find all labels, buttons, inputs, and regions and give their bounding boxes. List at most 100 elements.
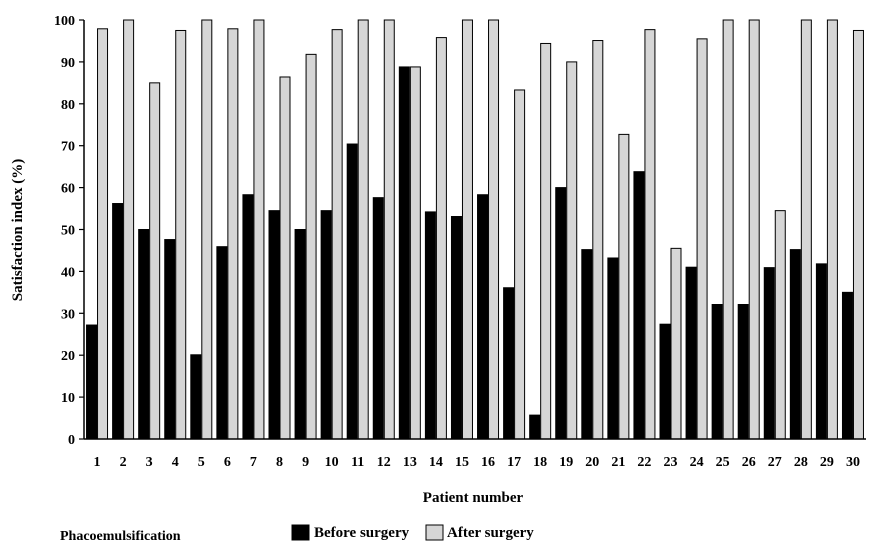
bar-after-surgery bbox=[123, 19, 135, 440]
bar-before-surgery bbox=[424, 211, 436, 440]
x-tick-label: 30 bbox=[846, 455, 860, 470]
bar-after-surgery bbox=[409, 66, 421, 440]
bar-after-surgery bbox=[774, 210, 786, 440]
bar-before-surgery bbox=[737, 304, 749, 440]
bar-before-surgery bbox=[555, 187, 567, 440]
bar-after-surgery bbox=[852, 29, 864, 440]
y-axis-title: Satisfaction index (%) bbox=[10, 159, 26, 302]
bar-before-surgery bbox=[346, 143, 358, 440]
y-tick-label: 90 bbox=[61, 56, 75, 71]
bar-before-surgery bbox=[112, 203, 124, 440]
y-tick-label: 60 bbox=[61, 182, 75, 197]
bar-before-surgery bbox=[138, 229, 150, 440]
bar-after-surgery bbox=[826, 19, 838, 440]
bar-before-surgery bbox=[372, 197, 384, 440]
bar-before-surgery bbox=[86, 324, 98, 440]
bar-after-surgery bbox=[566, 61, 578, 440]
x-tick-label: 18 bbox=[533, 455, 547, 470]
bar-before-surgery bbox=[242, 194, 254, 440]
x-ticks: 1 2 3 4 5 6 7 8 9 10 11 12 13 14 15 16 17 18 19 20 21 22 23 24 2… bbox=[94, 455, 860, 470]
x-tick-label: 17 bbox=[507, 455, 521, 470]
legend-label-after: After surgery bbox=[447, 525, 534, 541]
bar-after-surgery bbox=[149, 82, 161, 440]
x-axis-title: Patient number bbox=[423, 490, 524, 506]
bar-before-surgery bbox=[477, 194, 489, 440]
bar-after-surgery bbox=[357, 19, 369, 440]
bar-after-surgery bbox=[279, 76, 291, 440]
legend-swatch-after bbox=[425, 524, 444, 541]
x-tick-label: 24 bbox=[690, 455, 704, 470]
y-tick-label: 100 bbox=[54, 14, 75, 29]
x-tick-label: 21 bbox=[611, 455, 625, 470]
y-tick-label: 70 bbox=[61, 140, 75, 155]
x-tick-label: 12 bbox=[377, 455, 391, 470]
bar-after-surgery bbox=[227, 28, 239, 440]
x-axis: 1 2 3 4 5 6 7 8 9 10 11 12 13 14 15 16 17 18 19 20 21 22 23 24 2… bbox=[84, 438, 866, 470]
bar-before-surgery bbox=[581, 249, 593, 440]
bar-after-surgery bbox=[253, 19, 265, 440]
x-tick-label: 20 bbox=[585, 455, 599, 470]
x-tick-label: 25 bbox=[716, 455, 730, 470]
x-tick-label: 27 bbox=[768, 455, 782, 470]
x-tick-label: 10 bbox=[325, 455, 339, 470]
bar-before-surgery bbox=[789, 249, 801, 440]
bar-before-surgery bbox=[633, 171, 645, 440]
bar-before-surgery bbox=[763, 267, 775, 440]
x-tick-label: 28 bbox=[794, 455, 808, 470]
bar-before-surgery bbox=[607, 257, 619, 440]
chart-caption: Phacoemulsification bbox=[60, 529, 181, 543]
bar-after-surgery bbox=[514, 89, 526, 440]
x-tick-label: 16 bbox=[481, 455, 495, 470]
bar-before-surgery bbox=[659, 323, 671, 440]
bar-before-surgery bbox=[398, 66, 410, 440]
y-tick-label: 20 bbox=[61, 349, 75, 364]
y-tick-label: 10 bbox=[61, 391, 75, 406]
x-tick-label: 29 bbox=[820, 455, 834, 470]
bar-before-surgery bbox=[216, 246, 228, 440]
legend-swatch-before bbox=[291, 524, 310, 541]
bar-after-surgery bbox=[201, 19, 213, 440]
y-tick-label: 40 bbox=[61, 265, 75, 280]
bar-after-surgery bbox=[331, 29, 343, 440]
bar-before-surgery bbox=[164, 239, 176, 440]
x-tick-label: 8 bbox=[276, 455, 283, 470]
bar-after-surgery bbox=[618, 133, 630, 440]
bar-after-surgery bbox=[461, 19, 473, 440]
x-tick-label: 7 bbox=[250, 455, 257, 470]
bar-after-surgery bbox=[435, 37, 447, 440]
bar-after-surgery bbox=[644, 29, 656, 440]
x-tick-label: 14 bbox=[429, 455, 443, 470]
bar-after-surgery bbox=[696, 38, 708, 440]
bar-before-surgery bbox=[294, 229, 306, 440]
y-tick-label: 0 bbox=[68, 433, 75, 448]
y-axis: 0 10 20 30 40 50 60 70 80 90 100 bbox=[54, 14, 85, 448]
bar-before-surgery bbox=[190, 354, 202, 440]
x-tick-label: 2 bbox=[120, 455, 127, 470]
bar-before-surgery bbox=[268, 210, 280, 440]
bars-group bbox=[86, 19, 864, 440]
legend-label-before: Before surgery bbox=[314, 525, 410, 541]
bar-after-surgery bbox=[305, 53, 317, 440]
x-tick-label: 23 bbox=[664, 455, 678, 470]
x-tick-label: 19 bbox=[559, 455, 573, 470]
bar-before-surgery bbox=[450, 216, 462, 440]
bar-after-surgery bbox=[383, 19, 395, 440]
bar-before-surgery bbox=[841, 291, 853, 440]
y-tick-label: 80 bbox=[61, 98, 75, 113]
x-tick-label: 1 bbox=[94, 455, 101, 470]
bar-before-surgery bbox=[711, 304, 723, 440]
x-tick-label: 13 bbox=[403, 455, 417, 470]
bar-after-surgery bbox=[592, 40, 604, 440]
bar-after-surgery bbox=[488, 19, 500, 440]
legend: Before surgery After surgery bbox=[291, 524, 534, 541]
bar-after-surgery bbox=[670, 247, 682, 440]
x-tick-label: 15 bbox=[455, 455, 469, 470]
bar-before-surgery bbox=[503, 287, 515, 440]
bar-after-surgery bbox=[540, 42, 552, 440]
x-tick-label: 26 bbox=[742, 455, 756, 470]
bar-after-surgery bbox=[748, 19, 760, 440]
x-tick-label: 4 bbox=[172, 455, 179, 470]
bar-before-surgery bbox=[320, 210, 332, 440]
x-tick-label: 6 bbox=[224, 455, 231, 470]
